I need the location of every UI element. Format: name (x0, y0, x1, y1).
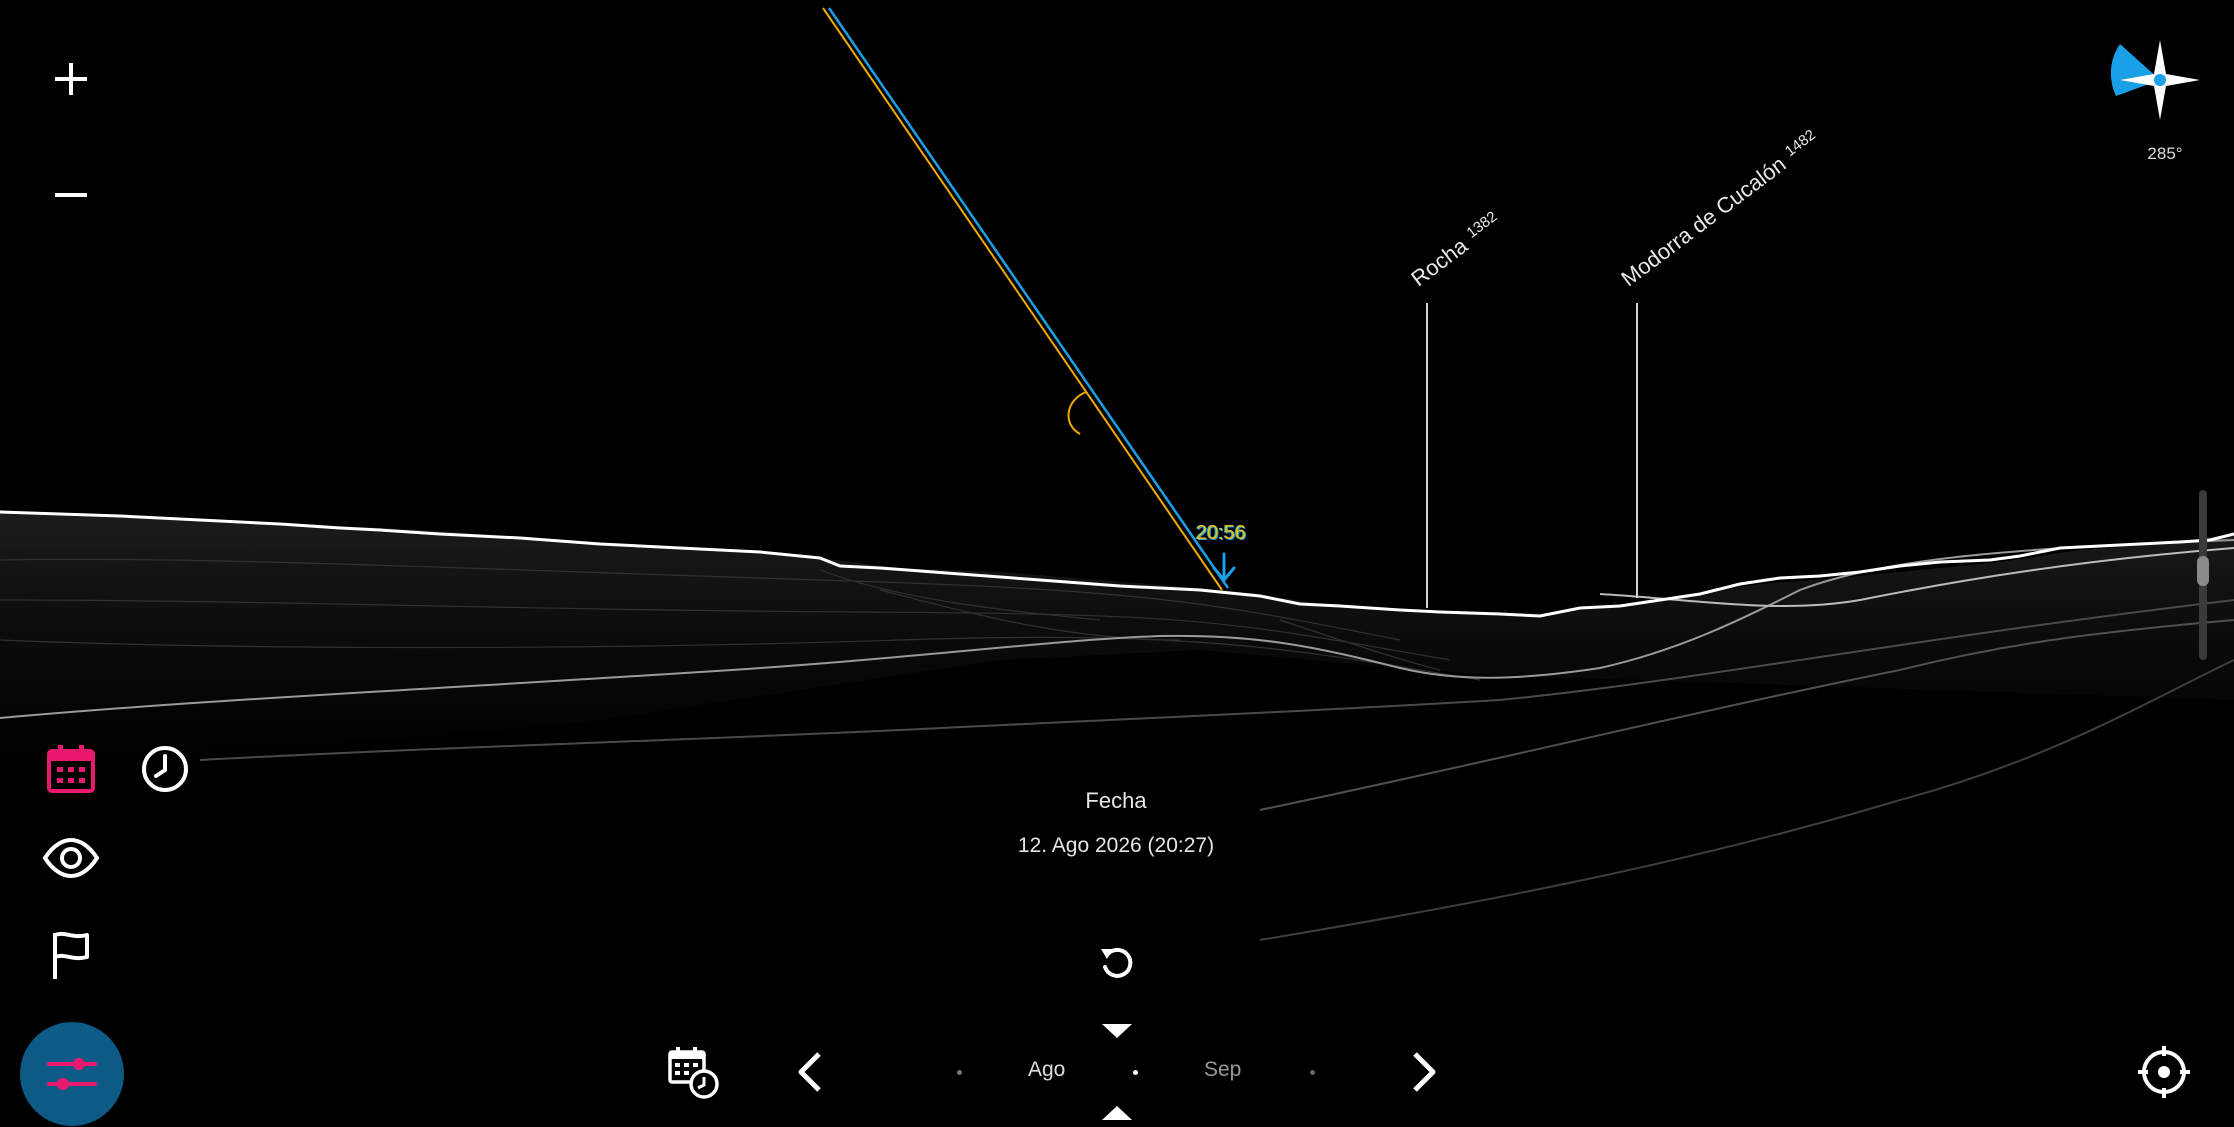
date-panel-value[interactable]: 12. Ago 2026 (20:27) (1017, 834, 1215, 857)
month-ago[interactable]: Ago (1028, 1058, 1066, 1081)
locate-button[interactable] (2134, 1042, 2194, 1102)
previous-month-button[interactable] (786, 1046, 834, 1098)
skyline-profile (0, 510, 2234, 618)
plus-icon (55, 63, 87, 95)
eye-icon (42, 838, 100, 878)
date-panel-title: Fecha (1085, 788, 1147, 813)
minus-icon (55, 193, 87, 197)
compass-heading: 285° (2147, 144, 2183, 163)
clock-icon (142, 746, 188, 792)
calendar-clock-button[interactable] (664, 1044, 722, 1102)
secondary-ridges (0, 539, 2234, 941)
triangle-up-icon (1102, 1106, 1132, 1120)
timeline-dot (957, 1070, 962, 1075)
reset-date-button[interactable] (1094, 938, 1140, 984)
sunset-arrow-icon (1212, 552, 1236, 583)
ridge-texture (0, 558, 1481, 681)
terrain-mass (0, 512, 2234, 760)
clock-button[interactable] (136, 740, 194, 798)
sun-path-orange (822, 7, 1223, 591)
chevron-right-icon (1413, 1052, 1436, 1092)
sun-crescent-icon (1067, 391, 1087, 435)
flag-icon (53, 931, 89, 979)
settings-button[interactable] (20, 1022, 124, 1126)
compass-rose-icon (2110, 40, 2200, 120)
flag-button[interactable] (42, 926, 100, 984)
sliders-icon (47, 1058, 97, 1090)
sunset-time-label: 20:56 (1196, 522, 1247, 544)
sun-path-blue (827, 7, 1230, 589)
reset-icon (1101, 947, 1133, 978)
timeline-dot (1310, 1070, 1315, 1075)
chevron-left-icon (798, 1052, 821, 1092)
next-month-button[interactable] (1400, 1046, 1448, 1098)
visibility-button[interactable] (40, 832, 102, 884)
timeline-dot-current (1133, 1070, 1138, 1075)
zoom-in-button[interactable] (44, 52, 98, 106)
triangle-down-icon (1102, 1024, 1132, 1038)
scrollbar-thumb[interactable] (2197, 556, 2209, 586)
calendar-clock-icon (668, 1047, 719, 1099)
zoom-out-button[interactable] (44, 168, 98, 222)
compass-button[interactable] (2100, 30, 2200, 130)
calendar-button[interactable] (40, 740, 102, 798)
month-sep[interactable]: Sep (1204, 1058, 1242, 1081)
calendar-icon (47, 745, 95, 793)
crosshair-icon (2138, 1046, 2190, 1098)
